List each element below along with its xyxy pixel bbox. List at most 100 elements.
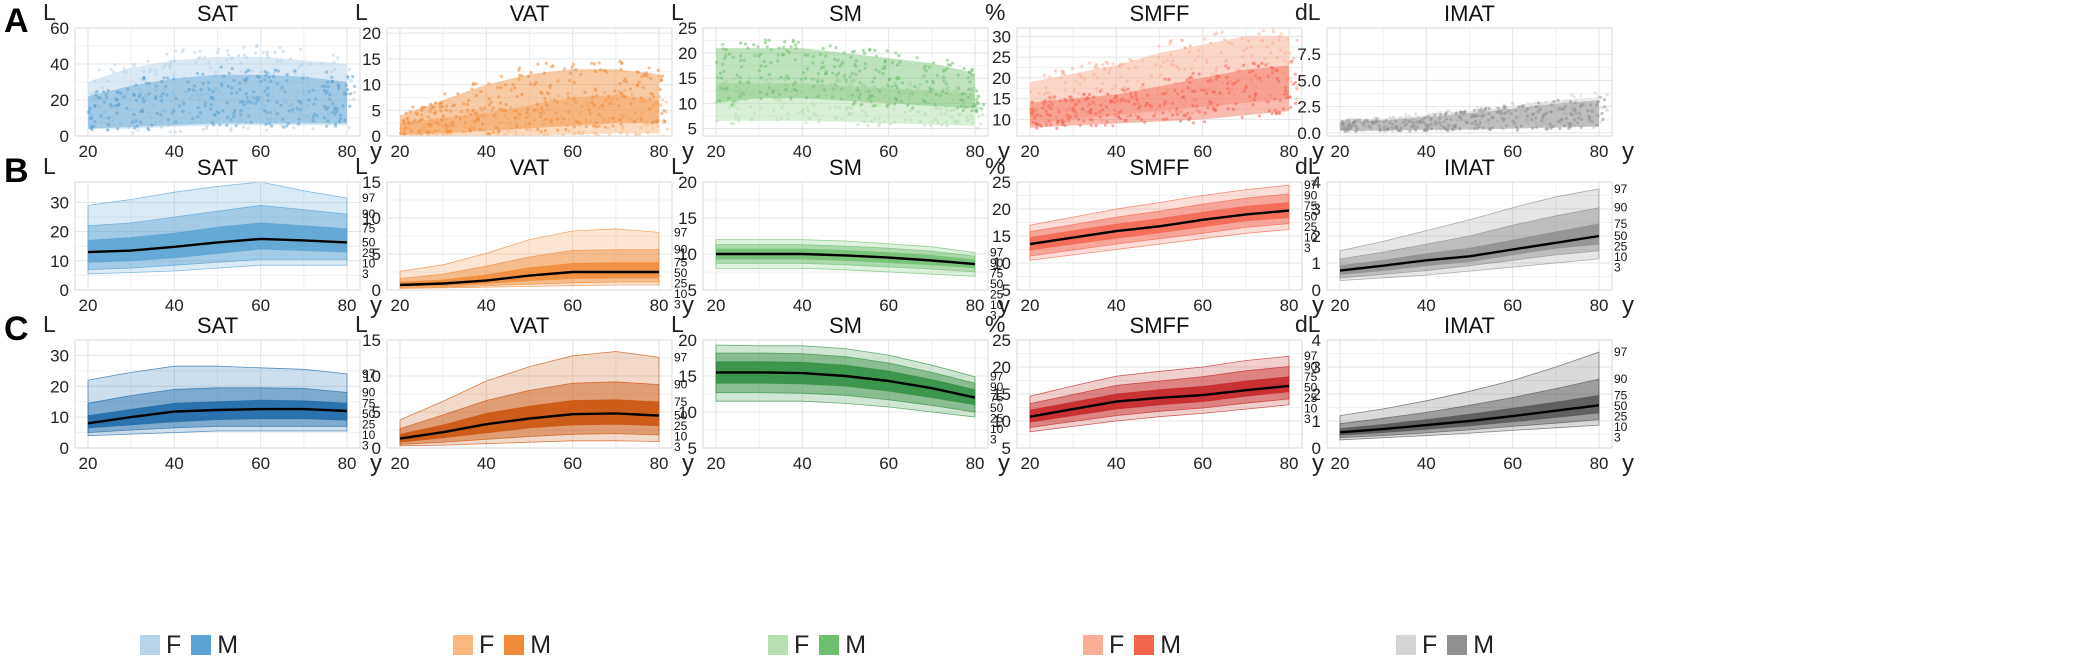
scatter-cloud	[86, 43, 357, 135]
scatter-point	[118, 120, 122, 124]
scatter-point	[821, 46, 825, 51]
scatter-point	[1205, 88, 1209, 92]
scatter-point	[918, 120, 922, 124]
scatter-point	[496, 129, 500, 134]
scatter-point	[776, 59, 780, 63]
y-tick-label: 15	[362, 331, 381, 350]
scatter-point	[454, 125, 458, 129]
scatter-point	[1556, 120, 1560, 124]
scatter-point	[1077, 91, 1081, 95]
scatter-point	[285, 73, 289, 77]
scatter-point	[1541, 115, 1545, 119]
scatter-point	[824, 54, 828, 58]
scatter-point	[738, 75, 742, 80]
scatter-point	[861, 83, 865, 87]
y-tick-label: 10	[992, 254, 1011, 273]
scatter-point	[1600, 106, 1604, 110]
scatter-point	[1399, 129, 1403, 133]
y-tick-label: 30	[992, 27, 1011, 46]
scatter-point	[640, 75, 644, 79]
scatter-point	[593, 87, 597, 91]
scatter-point	[1450, 111, 1454, 115]
scatter-point	[568, 71, 572, 75]
scatter-point	[196, 106, 200, 110]
scatter-point	[1515, 128, 1519, 132]
scatter-point	[509, 126, 513, 130]
y-tick-label: 5	[1002, 439, 1011, 458]
scatter-point	[786, 117, 791, 121]
scatter-point	[1175, 65, 1179, 69]
scatter-point	[1193, 89, 1197, 93]
scatter-point	[217, 90, 221, 94]
scatter-point	[221, 109, 225, 113]
scatter-point	[504, 102, 508, 107]
scatter-point	[352, 90, 357, 94]
scatter-point	[543, 99, 547, 103]
scatter-point	[252, 90, 256, 94]
scatter-point	[1470, 121, 1474, 125]
scatter-point	[103, 116, 107, 120]
scatter-point	[232, 115, 236, 119]
scatter-point	[1564, 111, 1568, 115]
scatter-point	[218, 123, 222, 127]
y-axis-unit: %	[985, 153, 1005, 179]
scatter-point	[1411, 120, 1416, 124]
scatter-point	[658, 87, 662, 91]
scatter-point	[959, 104, 963, 108]
y-axis-unit: L	[355, 153, 368, 179]
scatter-point	[727, 105, 731, 109]
scatter-point	[159, 95, 163, 99]
scatter-point	[545, 103, 549, 107]
scatter-point	[527, 114, 531, 118]
scatter-point	[611, 96, 615, 100]
scatter-point	[1261, 39, 1265, 43]
scatter-point	[1274, 111, 1278, 116]
scatter-point	[938, 93, 943, 98]
y-tick-label: 10	[50, 252, 69, 271]
scatter-point	[780, 117, 784, 121]
scatter-point	[833, 115, 837, 119]
x-tick-label: 60	[563, 296, 582, 315]
scatter-point	[544, 61, 548, 66]
scatter-point	[147, 128, 151, 132]
percentile-label-97: 97	[674, 225, 688, 239]
scatter-point	[811, 61, 815, 65]
scatter-point	[1507, 115, 1511, 119]
scatter-point	[150, 123, 154, 127]
scatter-point	[1593, 91, 1597, 95]
scatter-point	[862, 120, 867, 124]
scatter-point	[88, 106, 92, 111]
scatter-point	[811, 54, 816, 59]
scatter-point	[556, 94, 560, 98]
y-tick-label: 15	[992, 385, 1011, 404]
scatter-point	[494, 125, 498, 130]
scatter-point	[331, 53, 335, 57]
scatter-point	[235, 91, 239, 95]
scatter-point	[1214, 108, 1218, 112]
scatter-point	[1190, 110, 1194, 115]
y-axis-unit: %	[985, 311, 1005, 337]
scatter-point	[1244, 24, 1247, 27]
scatter-point	[1054, 115, 1058, 119]
scatter-point	[803, 53, 807, 57]
scatter-point	[850, 71, 854, 75]
scatter-point	[1181, 95, 1185, 99]
scatter-point	[441, 114, 445, 118]
scatter-point	[245, 96, 249, 100]
scatter-point	[181, 98, 185, 103]
scatter-point	[1277, 110, 1281, 114]
scatter-point	[124, 91, 128, 95]
scatter-point	[729, 96, 734, 101]
scatter-point	[106, 89, 110, 93]
y-tick-label: 20	[678, 173, 697, 192]
scatter-point	[1048, 99, 1052, 103]
scatter-point	[444, 108, 448, 112]
scatter-point	[1442, 120, 1446, 124]
scatter-point	[1055, 126, 1059, 130]
scatter-point	[1511, 102, 1515, 106]
scatter-point	[526, 107, 530, 111]
scatter-point	[645, 74, 649, 78]
scatter-point	[1531, 126, 1535, 130]
scatter-point	[198, 55, 202, 59]
